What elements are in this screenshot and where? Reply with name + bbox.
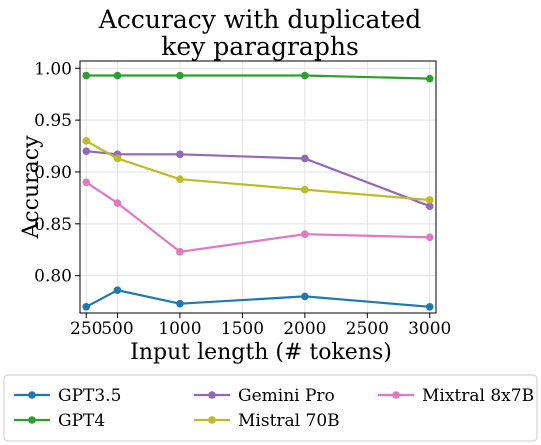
legend-label-gpt4: GPT4: [58, 411, 105, 431]
legend-marker-gemini-pro: [208, 391, 216, 399]
y-axis-label: Accuracy: [19, 135, 44, 240]
plot-frame: [79, 60, 437, 314]
legend-marker-mistral-70b: [208, 416, 216, 424]
legend-box: [3, 374, 538, 442]
y-axis: 0.80 0.85 0.90 0.95 1.00: [34, 59, 80, 287]
data-point-mixtral-8x7b: [301, 230, 309, 238]
data-point-mistral-70b: [113, 154, 122, 163]
data-point-gpt4: [82, 71, 91, 80]
x-tick-label: 1000: [158, 319, 201, 339]
legend-marker-gpt3-5: [28, 391, 36, 399]
legend-label-mistral-70b: Mistral 70B: [238, 411, 340, 431]
data-point-gemini-pro: [301, 154, 309, 163]
x-tick-label: 500: [101, 319, 133, 339]
legend-label-mixtral-8x7b: Mixtral 8x7B: [422, 386, 534, 406]
data-point-gemini-pro: [82, 147, 91, 156]
data-point-mistral-70b: [176, 175, 184, 184]
data-point-mistral-70b: [425, 196, 434, 204]
y-tick-label: 0.80: [34, 267, 72, 287]
x-tick-label: 3000: [408, 319, 451, 339]
data-point-gpt3-5: [176, 299, 184, 308]
legend-marker-gpt4: [28, 416, 36, 424]
legend-label-gpt3-5: GPT3.5: [58, 386, 121, 406]
grid: [80, 61, 436, 313]
data-point-gpt4: [425, 74, 434, 83]
chart-title-line-1: Accuracy with duplicated: [98, 5, 421, 34]
data-point-mixtral-8x7b: [82, 178, 91, 187]
y-tick-label: 1.00: [34, 59, 72, 79]
data-point-mistral-70b: [301, 185, 309, 194]
y-tick-label: 0.85: [34, 215, 72, 235]
x-tick-label: 250: [70, 319, 102, 339]
data-point-mistral-70b: [82, 137, 91, 145]
data-point-mixtral-8x7b: [176, 248, 184, 256]
data-point-gemini-pro: [425, 202, 434, 210]
data-point-gpt3-5: [82, 302, 91, 311]
x-tick-label: 1500: [221, 319, 264, 339]
y-tick-label: 0.95: [34, 111, 72, 131]
x-tick-label: 2000: [283, 319, 326, 339]
data-point-mixtral-8x7b: [425, 233, 434, 242]
data-point-gpt4: [113, 71, 122, 80]
chart-title-line-2: key paragraphs: [161, 32, 359, 61]
legend: GPT3.5 GPT4 Gemini Pro Mistral 70B Mixtral 8…: [14, 386, 534, 431]
data-point-gpt4: [176, 71, 184, 80]
data-point-mixtral-8x7b: [113, 199, 122, 207]
data-point-gpt3-5: [301, 292, 309, 301]
x-axis-label: Input length (# tokens): [130, 340, 392, 365]
y-tick-label: 0.90: [34, 163, 72, 183]
series-lines: [82, 71, 434, 311]
data-point-gpt3-5: [113, 286, 122, 294]
data-point-gpt3-5: [425, 302, 434, 311]
legend-label-gemini-pro: Gemini Pro: [238, 386, 335, 406]
data-point-gpt4: [301, 71, 309, 80]
x-tick-label: 2500: [346, 319, 389, 339]
legend-marker-mixtral-8x7b: [392, 391, 400, 399]
data-point-gemini-pro: [176, 150, 184, 159]
